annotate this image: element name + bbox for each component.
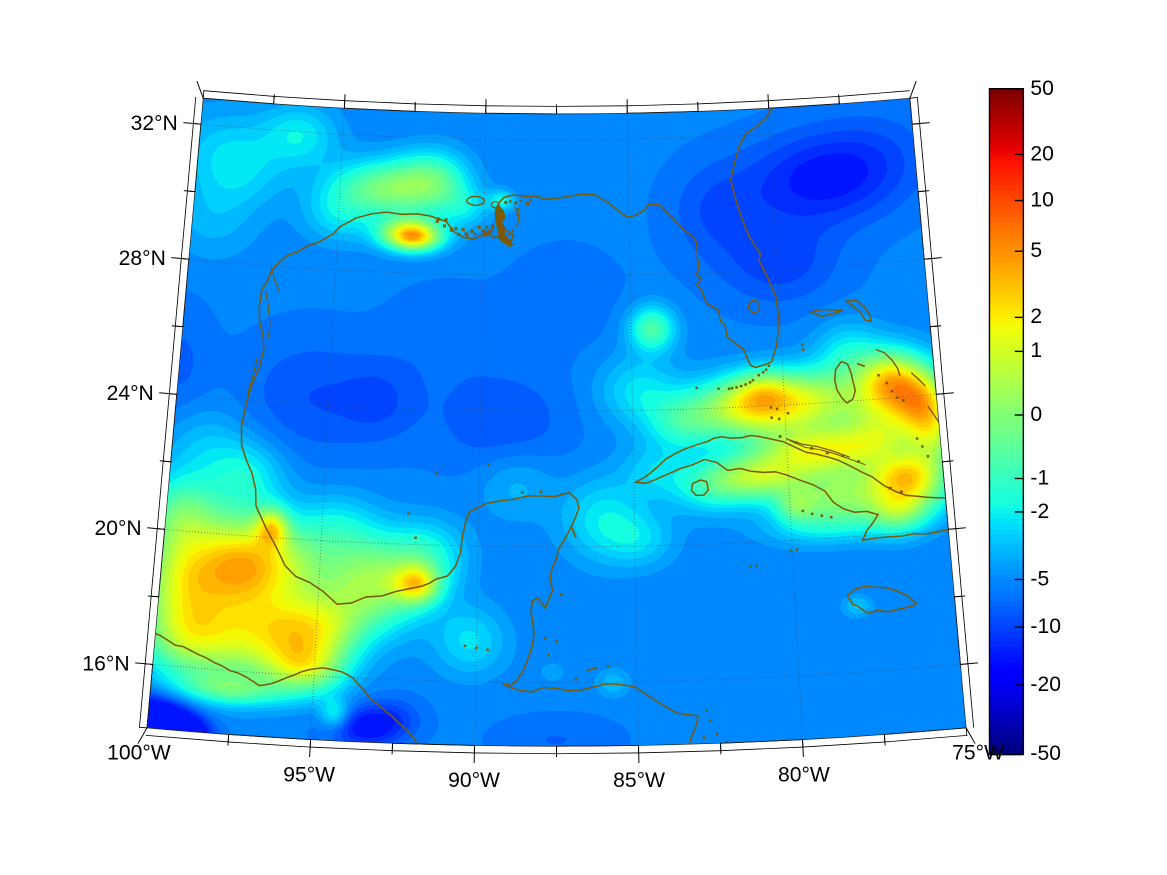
svg-text:24°N: 24°N [107, 382, 154, 405]
svg-text:-2: -2 [1030, 500, 1049, 523]
svg-text:5: 5 [1030, 239, 1042, 262]
svg-text:-50: -50 [1030, 742, 1061, 765]
svg-text:16°N: 16°N [82, 652, 129, 675]
svg-text:85°W: 85°W [613, 769, 665, 792]
svg-text:50: 50 [1030, 77, 1053, 100]
svg-text:95°W: 95°W [283, 763, 335, 786]
svg-text:28°N: 28°N [119, 247, 166, 270]
svg-text:20: 20 [1030, 142, 1053, 165]
svg-text:2: 2 [1030, 305, 1042, 328]
svg-text:90°W: 90°W [448, 769, 500, 792]
svg-text:100°W: 100°W [107, 742, 171, 765]
svg-text:0: 0 [1030, 403, 1042, 426]
svg-text:10: 10 [1030, 188, 1053, 211]
svg-text:20°N: 20°N [95, 517, 142, 540]
svg-text:32°N: 32°N [131, 112, 178, 135]
svg-text:-10: -10 [1030, 615, 1061, 638]
svg-text:-20: -20 [1030, 673, 1061, 696]
svg-text:80°W: 80°W [778, 763, 830, 786]
svg-text:-1: -1 [1030, 466, 1049, 489]
svg-text:75°W: 75°W [952, 742, 1004, 765]
svg-text:-5: -5 [1030, 567, 1049, 590]
svg-text:1: 1 [1030, 339, 1042, 362]
